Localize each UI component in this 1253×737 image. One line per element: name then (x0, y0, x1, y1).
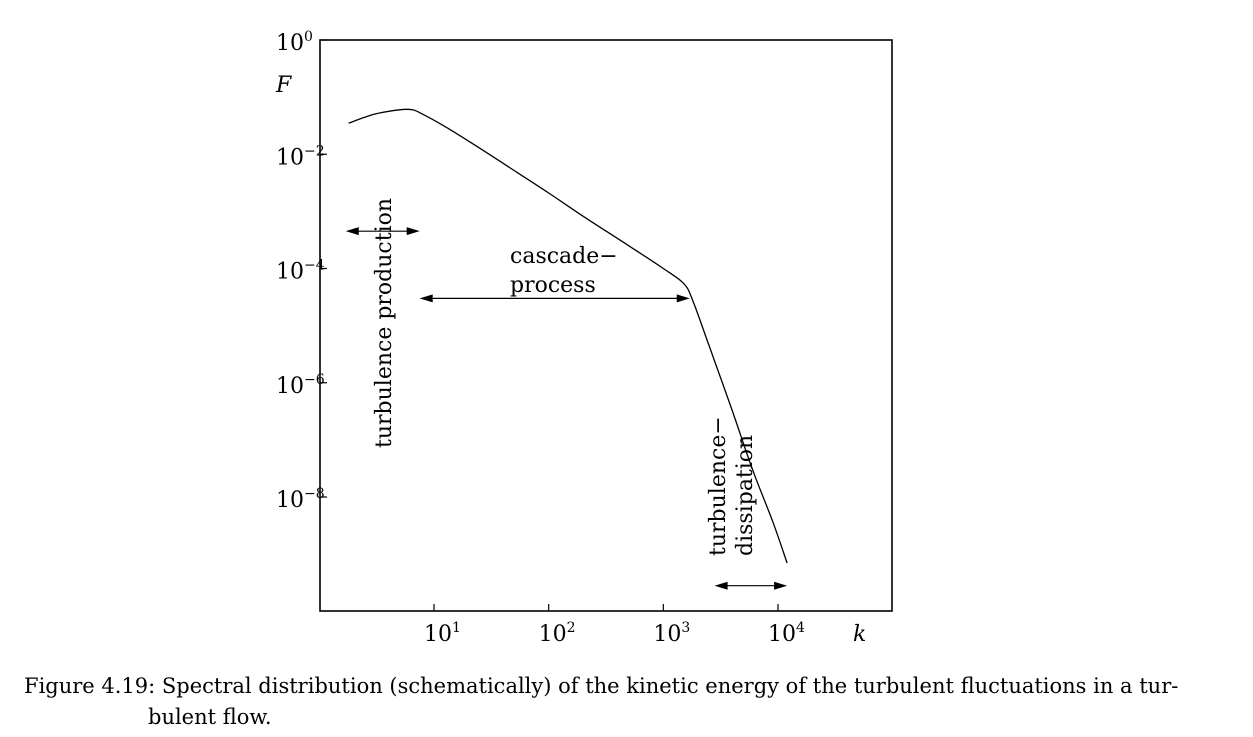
y-tick-label: 10−2 (276, 143, 325, 170)
y-tick-label: 10−4 (276, 258, 325, 285)
spectrum-chart: 101 102 103 104 100 10−2 10−4 10−6 10−8 turbulen… (275, 29, 893, 647)
arrow-head-right (406, 227, 420, 236)
arrow-head-right (676, 294, 690, 303)
arrow-head-left (714, 581, 728, 590)
label-cascade-line-2: process (510, 273, 596, 298)
caption-line-2: bulent flow. (148, 705, 272, 729)
annotation-arrows (345, 227, 788, 590)
x-tick-label: 102 (539, 620, 576, 647)
y-tick-label: 10−6 (276, 372, 325, 399)
annotation-labels: turbulence production cascade− process turb… (372, 198, 758, 556)
arrow-head-left (345, 227, 359, 236)
label-dissipation-line-1: turbulence− (706, 416, 731, 556)
label-turbulence-production: turbulence production (372, 198, 397, 448)
arrow-head-right (774, 581, 788, 590)
label-dissipation-line-2: dissipation (733, 435, 758, 556)
label-cascade-line-1: cascade− (510, 244, 618, 269)
energy-spectrum-line (348, 108, 788, 564)
tick-labels: 101 102 103 104 100 10−2 10−4 10−6 10−8 (276, 29, 805, 647)
x-axis-variable: k (853, 622, 866, 647)
arrow-cascade (419, 294, 690, 303)
arrow-dissipation (714, 581, 788, 590)
arrow-head-left (419, 294, 433, 303)
ticks (320, 39, 779, 611)
y-tick-label: 10−8 (276, 486, 325, 513)
figure-caption: Figure 4.19: Spectral distribution (sche… (24, 671, 1234, 733)
plot-frame (319, 39, 893, 612)
arrow-production (345, 227, 420, 236)
caption-line-1: Figure 4.19: Spectral distribution (sche… (24, 674, 1179, 698)
y-axis-variable: F (275, 73, 292, 98)
y-tick-label: 100 (276, 29, 313, 56)
x-tick-label: 103 (653, 620, 690, 647)
x-tick-label: 101 (424, 620, 461, 647)
x-tick-label: 104 (768, 620, 805, 647)
